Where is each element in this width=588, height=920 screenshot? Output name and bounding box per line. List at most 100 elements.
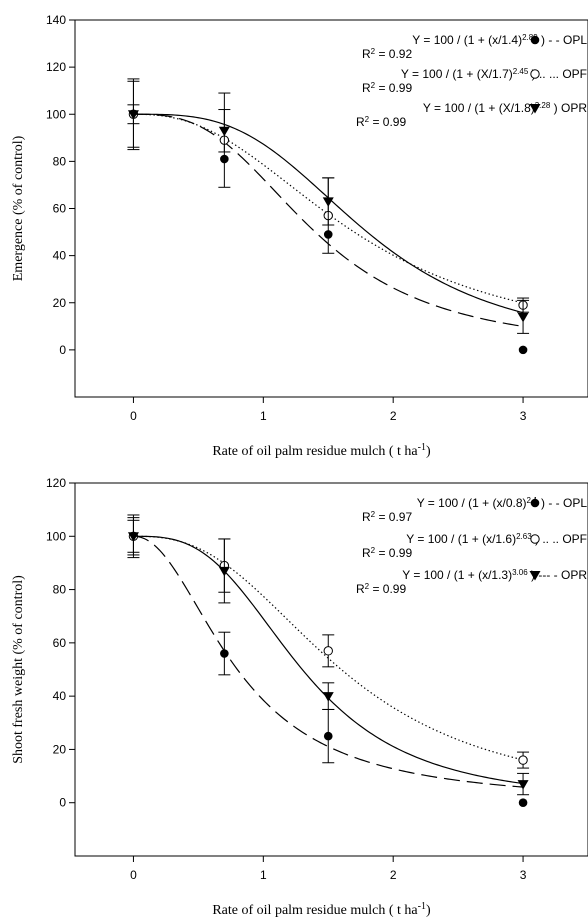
legend-series-name: .. OPF (552, 532, 587, 546)
legend-r2-label: R (356, 115, 365, 129)
y-tick-label: 0 (59, 796, 66, 810)
legend-entry-opr: Y = 100 / (1 + (X/1.8)3.28 ) OPR R2 = 0.9… (356, 101, 587, 130)
x-tick-label: 1 (260, 409, 267, 423)
y-tick-label: 80 (53, 583, 67, 597)
chart-panel-1: 0 20 40 60 80 100 120 140 0 1 2 3 Rate of oil palm r… (11, 13, 588, 459)
legend-r2-value: = 0.99 (375, 546, 412, 560)
legend-eq-exp: 2.89 (522, 33, 538, 42)
legend-r2: R2 = 0.92 (362, 47, 412, 62)
legend-series-name: ... OPF (549, 67, 587, 81)
legend-r2-label: R (362, 47, 371, 61)
legend-r2-sup: 2 (371, 546, 376, 555)
plot-frame (74, 482, 588, 857)
legend-eq-exp: 3.28 (535, 101, 551, 110)
legend-entry-opf: Y = 100 / (1 + (x/1.6)2.63 ) .. .. OPFR2… (362, 532, 587, 561)
y-tick-label: 40 (53, 689, 67, 703)
legend-equation: Y = 100 / (1 + (x/1.4)2.89 ) - - OPL (412, 33, 587, 48)
x-axis-title-end: ) (426, 444, 431, 459)
legend-eq-pre: Y = 100 / (1 + (x/1.6) (406, 532, 516, 546)
x-axis-title-end: ) (426, 903, 431, 918)
x-axis-title-text: Rate of oil palm residue mulch ( t ha (212, 903, 418, 918)
y-axis-title: Emergence (% of control) (11, 135, 26, 281)
series-opr (127, 104, 530, 334)
legend-equation: Y = 100 / (1 + (x/1.6)2.63 ) .. .. OPF (406, 532, 587, 547)
y-tick-label: 100 (46, 107, 66, 121)
y-tick-label: 100 (46, 529, 66, 543)
legend-r2-sup: 2 (365, 115, 370, 124)
data-point-opr (127, 532, 139, 542)
data-point-opr (322, 197, 334, 207)
legend-eq-post: ) (550, 101, 561, 115)
legend-eq-pre: Y = 100 / (1 + (x/1.3) (402, 568, 512, 582)
legend-marker (529, 104, 541, 114)
legend-r2-value: = 0.99 (369, 115, 406, 129)
x-axis-title-sup: -1 (418, 901, 426, 912)
legend-marker (530, 69, 540, 79)
legend-eq-exp: 2.63 (516, 532, 532, 541)
legend-r2-label: R (362, 510, 371, 524)
legend-equation: Y = 100 / (1 + (X/1.7)2.45 ) .. ... OPF (401, 67, 587, 82)
legend-eq-post: ) - (538, 33, 556, 47)
x-axis-title: Rate of oil palm residue mulch ( t ha-1) (212, 901, 431, 919)
series-opl (127, 514, 528, 808)
legend-r2-label: R (362, 81, 371, 95)
x-axis-title-sup: -1 (418, 442, 426, 453)
y-tick-label: 40 (53, 249, 67, 263)
legend-series-name: - OPL (556, 496, 588, 510)
legend-r2-value: = 0.99 (375, 81, 412, 95)
y-tick-label: 120 (46, 60, 66, 74)
legend-r2: R2 = 0.99 (356, 582, 406, 597)
legend-series-name: - OPR (554, 568, 588, 582)
legend-equation: Y = 100 / (1 + (x/0.8)2.1 ) - - OPL (417, 496, 588, 511)
legend-equation: Y = 100 / (1 + (X/1.8)3.28 ) OPR (423, 101, 587, 116)
legend-eq-exp: 2.45 (513, 67, 529, 76)
x-tick-label: 0 (130, 409, 137, 423)
x-axis-title: Rate of oil palm residue mulch ( t ha-1) (212, 442, 431, 460)
legend-marker (530, 534, 540, 544)
legend-eq-post: ) --- (528, 568, 554, 582)
legend-series-name: OPR (561, 101, 587, 115)
y-tick-label: 20 (53, 742, 67, 756)
y-tick-label: 0 (59, 343, 66, 357)
data-point-opf (323, 646, 333, 656)
legend-eq-pre: Y = 100 / (1 + (X/1.7) (401, 67, 513, 81)
legend-eq-pre: Y = 100 / (1 + (X/1.8) (423, 101, 535, 115)
legend-eq-post: ) - (538, 496, 556, 510)
y-axis-title: Shoot fresh weight (% of control) (11, 575, 26, 764)
legend-entry-opl: Y = 100 / (1 + (x/0.8)2.1 ) - - OPL R2 = … (362, 496, 587, 525)
legend-r2-value: = 0.97 (375, 510, 412, 524)
legend-eq-pre: Y = 100 / (1 + (x/1.4) (412, 33, 522, 47)
data-point-opl (220, 649, 229, 658)
legend-series-name: - OPL (556, 33, 588, 47)
legend-r2: R2 = 0.99 (356, 115, 406, 130)
legend-eq-exp: 3.06 (512, 568, 528, 577)
data-point-opr (127, 110, 139, 120)
legend-entry-opf: Y = 100 / (1 + (X/1.7)2.45 ) .. ... OPF R… (362, 67, 587, 96)
x-tick-label: 2 (390, 409, 397, 423)
legend-marker (529, 571, 541, 581)
data-point-opr (517, 780, 529, 790)
chart-panel-2: 0 20 40 60 80 100 120 0 1 2 3 Rate of oil palm resi… (11, 476, 588, 918)
x-tick-label: 3 (520, 868, 527, 882)
legend-r2-value: = 0.99 (369, 582, 406, 596)
legend-r2-sup: 2 (371, 81, 376, 90)
legend-equation: Y = 100 / (1 + (x/1.3)3.06 ) --- - OPR (402, 568, 587, 583)
x-tick-label: 1 (260, 868, 267, 882)
legend-r2-sup: 2 (365, 582, 370, 591)
data-point-opl (518, 798, 528, 808)
series-opr (127, 517, 530, 796)
legend-marker (530, 498, 540, 508)
x-tick-label: 0 (130, 868, 137, 882)
legend-r2: R2 = 0.99 (362, 546, 412, 561)
data-point-opf (518, 755, 528, 765)
data-point-opr (322, 692, 334, 702)
y-tick-label: 60 (53, 636, 67, 650)
fit-curve-opl (133, 535, 524, 788)
y-tick-label: 20 (53, 296, 67, 310)
legend-r2-sup: 2 (371, 47, 376, 56)
y-tick-label: 120 (46, 476, 66, 490)
legend-r2-value: = 0.92 (375, 47, 412, 61)
data-point-opr (517, 312, 529, 323)
data-point-opl (518, 345, 528, 355)
